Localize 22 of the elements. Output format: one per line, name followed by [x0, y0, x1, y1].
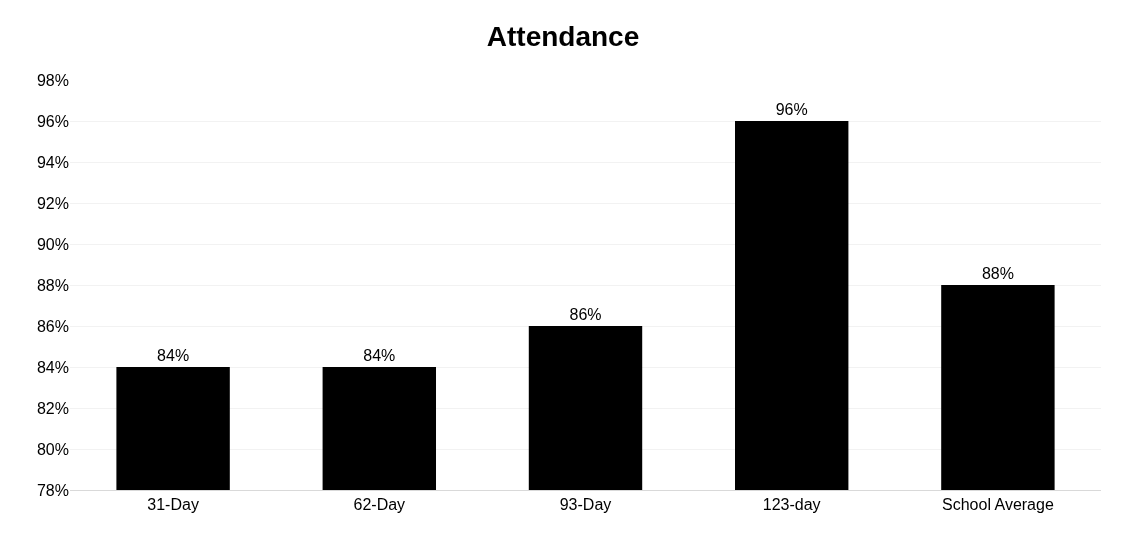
y-tick-label: 78% [36, 481, 69, 499]
chart-title: Attendance [486, 21, 640, 53]
y-tick-label: 90% [36, 235, 69, 253]
x-tick-label: 31-Day [147, 496, 199, 514]
x-tick-label: 62-Day [353, 496, 406, 514]
y-tick-label: 86% [36, 317, 69, 335]
x-tick-label: 123-day [762, 496, 821, 514]
x-tick-label: School Average [942, 496, 1054, 514]
y-tick-label: 94% [36, 153, 69, 171]
y-tick-label: 88% [36, 276, 69, 294]
data-label: 88% [981, 265, 1014, 282]
data-label: 86% [569, 306, 602, 323]
data-label: 96% [775, 101, 808, 118]
data-label: 84% [363, 347, 396, 364]
y-tick-label: 98% [36, 71, 69, 89]
x-tick-label: 93-Day [559, 496, 612, 514]
y-tick-label: 80% [36, 440, 69, 458]
y-tick-label: 82% [36, 399, 69, 417]
y-tick-label: 84% [36, 358, 69, 376]
y-tick-label: 92% [36, 194, 69, 212]
data-label: 84% [157, 347, 190, 364]
y-tick-label: 96% [36, 112, 69, 130]
